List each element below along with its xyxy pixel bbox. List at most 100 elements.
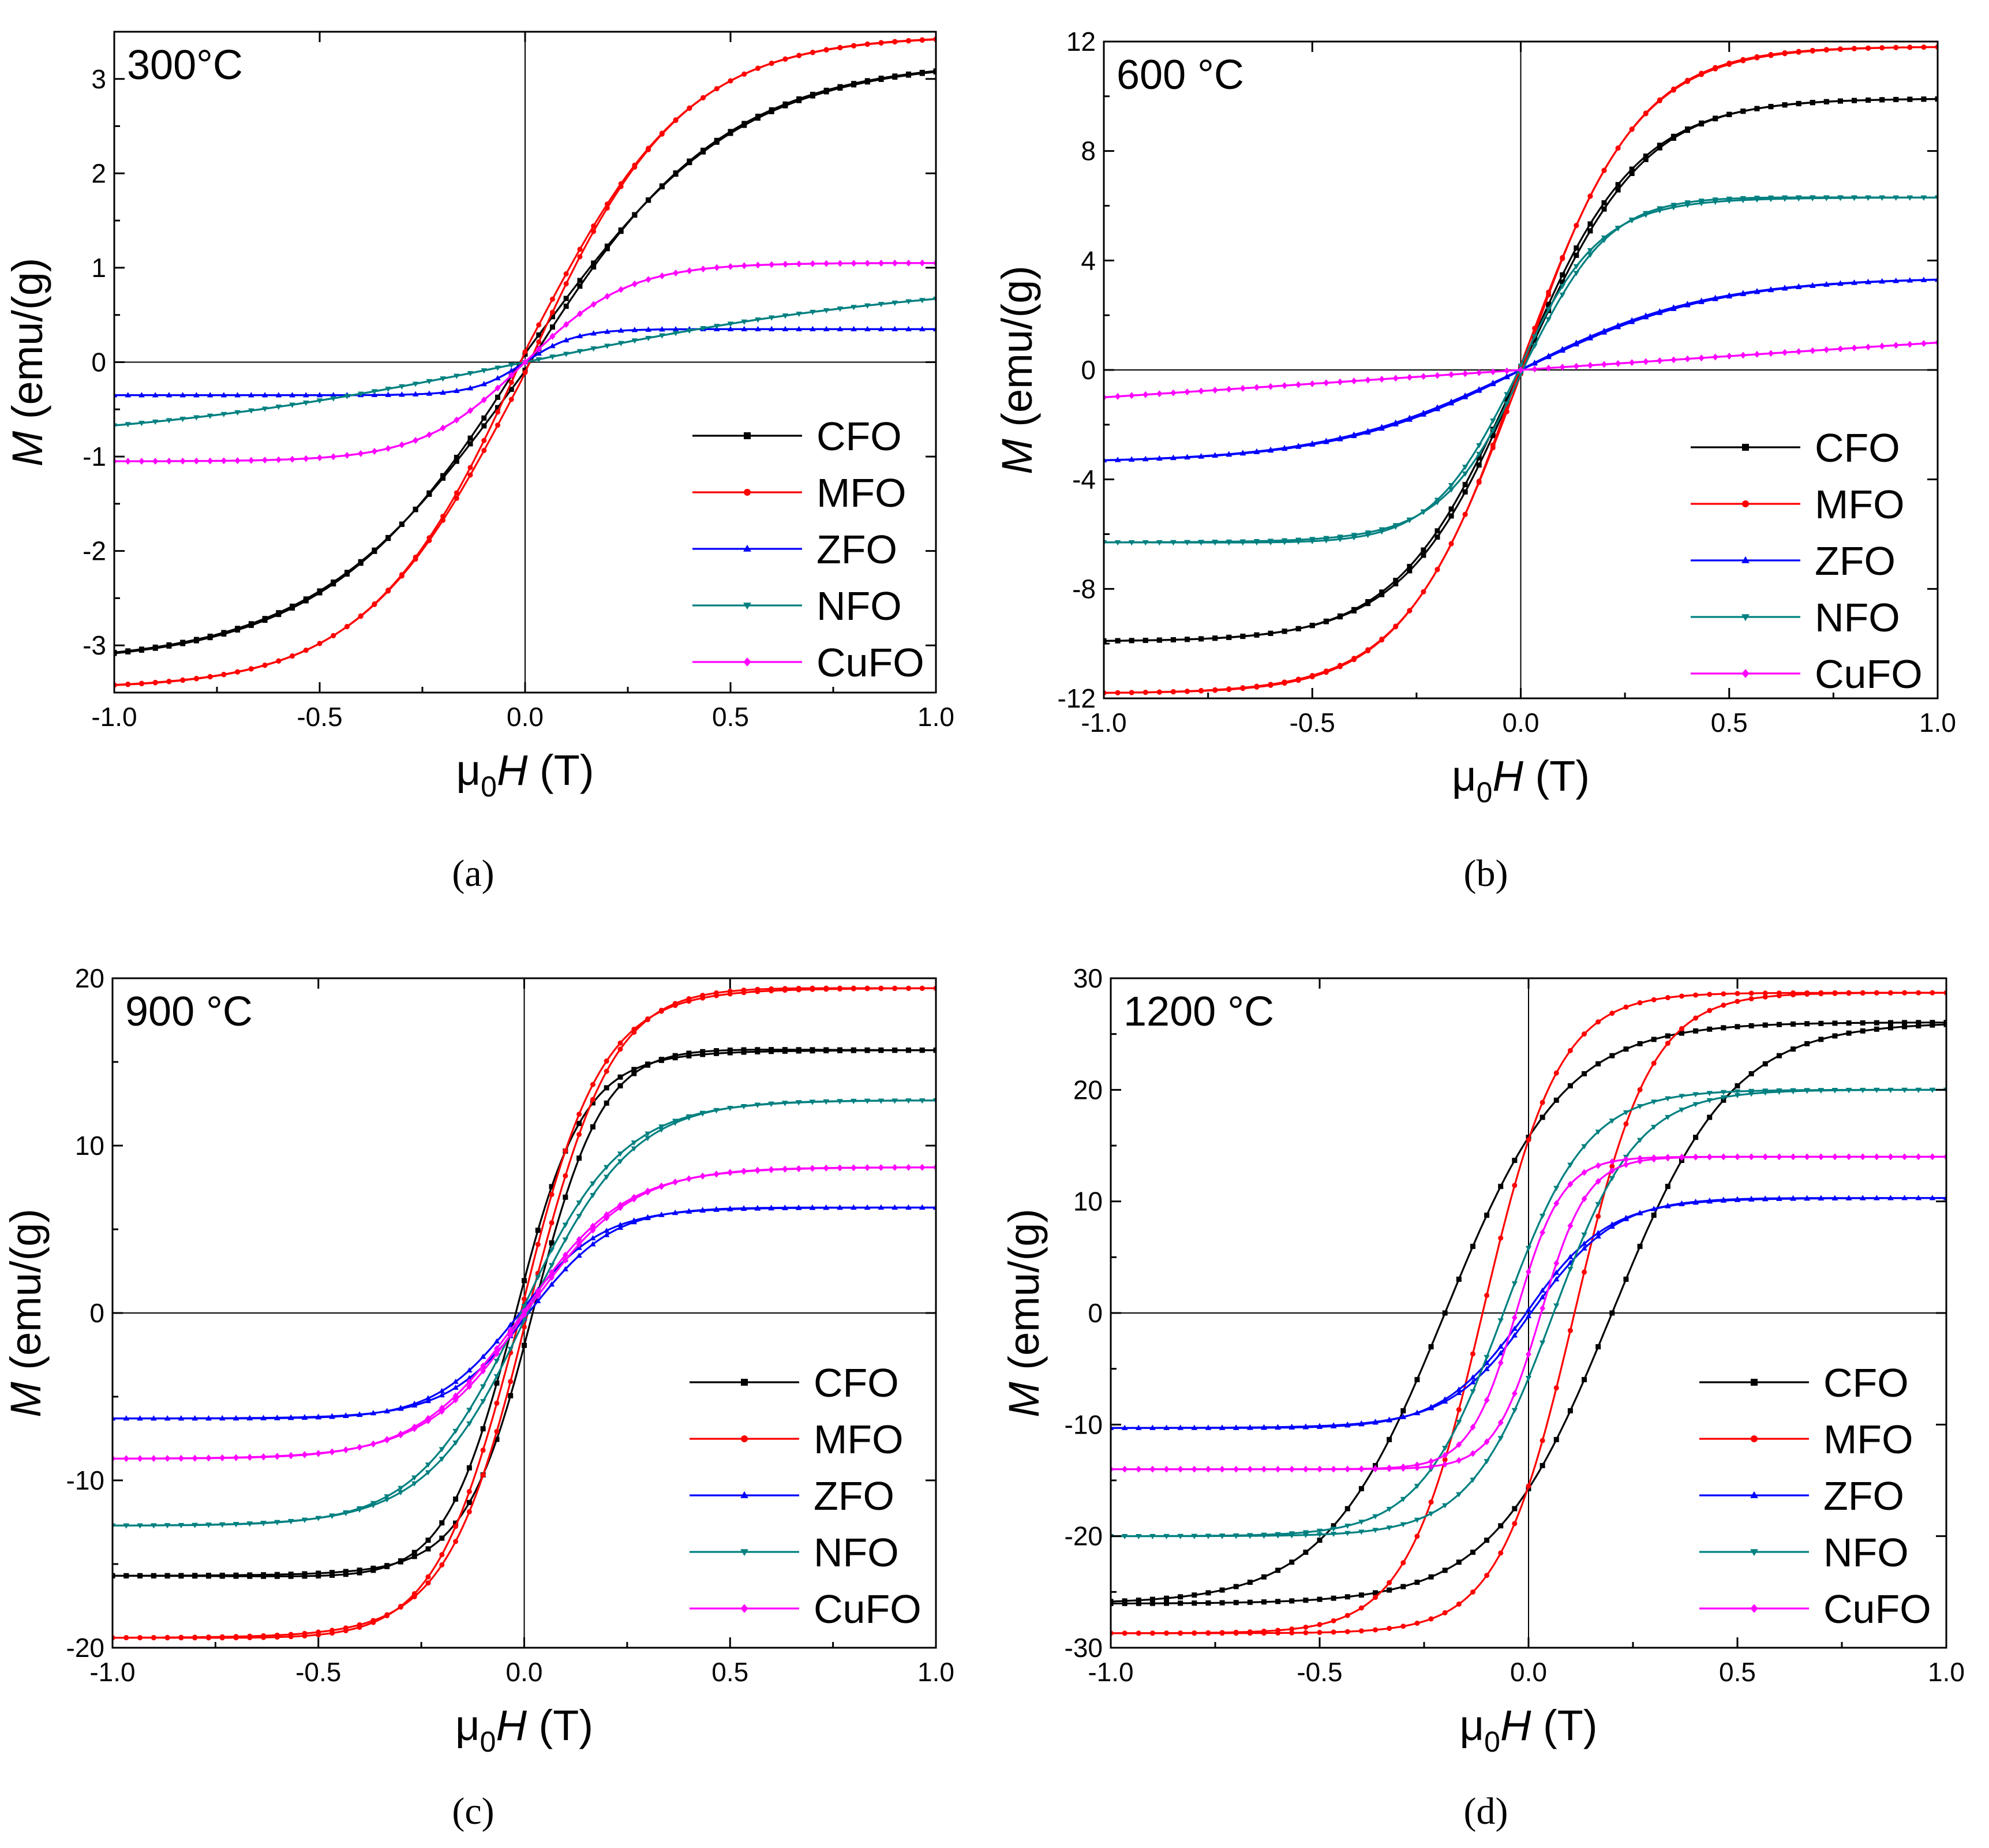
data-point-cufo bbox=[1623, 1156, 1629, 1163]
data-point-cfo bbox=[1818, 1020, 1824, 1026]
data-point-nfo bbox=[1128, 540, 1135, 546]
data-point-mfo bbox=[755, 986, 761, 992]
data-point-mfo bbox=[1532, 326, 1538, 331]
data-point-nfo bbox=[123, 1523, 129, 1529]
data-point-mfo bbox=[617, 1040, 623, 1046]
data-point-mfo bbox=[905, 985, 911, 991]
data-point-mfo bbox=[1754, 54, 1760, 59]
data-point-cfo bbox=[125, 649, 131, 654]
data-point-nfo bbox=[1414, 1484, 1421, 1490]
data-point-cfo bbox=[1637, 1041, 1643, 1046]
data-point-cfo bbox=[398, 1559, 403, 1565]
data-point-zfo bbox=[1379, 425, 1385, 431]
data-point-cfo bbox=[1476, 462, 1482, 468]
data-point-cfo bbox=[1289, 1559, 1295, 1565]
data-point-zfo bbox=[851, 326, 857, 331]
data-point-mfo bbox=[1539, 1438, 1545, 1443]
data-point-cufo bbox=[1470, 1423, 1476, 1431]
data-point-mfo bbox=[1143, 690, 1148, 695]
data-point-cufo bbox=[1539, 1305, 1546, 1312]
data-point-nfo bbox=[878, 302, 885, 308]
data-point-cufo bbox=[549, 1269, 555, 1276]
y-tick-label: 12 bbox=[1066, 27, 1096, 57]
data-point-zfo bbox=[823, 326, 830, 331]
data-point-mfo bbox=[713, 990, 719, 996]
data-point-cufo bbox=[1553, 1200, 1560, 1207]
data-point-zfo bbox=[1665, 1202, 1671, 1208]
data-point-nfo bbox=[1706, 1091, 1713, 1097]
data-point-nfo bbox=[1184, 540, 1190, 545]
data-point-cfo bbox=[302, 1571, 308, 1577]
data-point-cfo bbox=[851, 82, 857, 88]
data-point-cfo bbox=[1916, 1020, 1921, 1026]
data-point-cfo bbox=[1804, 1021, 1810, 1027]
data-point-nfo bbox=[493, 1374, 500, 1380]
data-point-cfo bbox=[1748, 1071, 1754, 1076]
data-point-cfo bbox=[590, 1100, 595, 1106]
data-point-mfo bbox=[1693, 1015, 1699, 1021]
data-point-cufo bbox=[1414, 1464, 1420, 1471]
data-point-nfo bbox=[1462, 472, 1469, 477]
data-point-zfo bbox=[205, 1415, 212, 1420]
data-point-mfo bbox=[1762, 994, 1768, 1000]
y-tick-label: -1 bbox=[83, 442, 106, 472]
data-point-cufo bbox=[275, 456, 282, 463]
data-point-mfo bbox=[398, 1604, 403, 1610]
data-point-cfo bbox=[138, 648, 144, 653]
data-point-nfo bbox=[1776, 1090, 1782, 1095]
data-point-cufo bbox=[1184, 388, 1190, 395]
data-point-mfo bbox=[235, 669, 241, 675]
legend-marker bbox=[740, 1491, 748, 1498]
data-point-mfo bbox=[262, 663, 268, 668]
data-point-cufo bbox=[411, 1425, 418, 1432]
data-point-cufo bbox=[658, 1183, 665, 1190]
data-point-cufo bbox=[193, 457, 200, 465]
data-point-nfo bbox=[1929, 1087, 1936, 1093]
data-point-zfo bbox=[795, 1204, 802, 1210]
data-point-mfo bbox=[1852, 46, 1857, 51]
data-point-mfo bbox=[207, 674, 213, 680]
x-tick-label: -0.5 bbox=[295, 1657, 341, 1687]
data-point-nfo bbox=[1545, 307, 1552, 313]
data-point-mfo bbox=[741, 987, 747, 993]
data-point-mfo bbox=[727, 989, 733, 994]
data-point-nfo bbox=[1748, 1091, 1755, 1097]
x-axis-title-h: H bbox=[1492, 752, 1523, 800]
data-point-cfo bbox=[495, 394, 501, 400]
data-point-zfo bbox=[1831, 1195, 1838, 1200]
data-point-cfo bbox=[604, 1100, 609, 1106]
data-point-cufo bbox=[1901, 1153, 1908, 1161]
panel-temperature-label: 1200 °C bbox=[1123, 989, 1274, 1035]
data-point-zfo bbox=[1567, 1254, 1574, 1259]
data-point-cfo bbox=[480, 1426, 486, 1432]
data-point-mfo bbox=[1442, 1610, 1448, 1615]
data-point-mfo bbox=[1219, 1630, 1225, 1636]
data-point-mfo bbox=[1192, 1630, 1197, 1636]
data-point-zfo bbox=[343, 1412, 349, 1418]
data-point-nfo bbox=[548, 1247, 555, 1253]
legend-marker bbox=[1742, 444, 1749, 451]
data-point-zfo bbox=[1386, 1416, 1392, 1422]
data-point-cfo bbox=[1657, 145, 1662, 151]
data-point-cufo bbox=[1920, 340, 1927, 347]
data-point-mfo bbox=[1164, 1630, 1170, 1636]
data-point-nfo bbox=[1865, 195, 1871, 201]
data-point-cufo bbox=[1595, 1162, 1601, 1169]
y-tick-label: 10 bbox=[75, 1131, 104, 1161]
data-point-nfo bbox=[755, 317, 761, 323]
data-point-zfo bbox=[1698, 298, 1705, 304]
data-point-cufo bbox=[1268, 383, 1273, 390]
data-point-nfo bbox=[1628, 218, 1635, 223]
data-point-cfo bbox=[1762, 1022, 1768, 1028]
data-point-cfo bbox=[494, 1436, 500, 1442]
x-tick-label: 1.0 bbox=[1919, 708, 1956, 738]
data-point-nfo bbox=[1302, 1530, 1309, 1536]
data-point-mfo bbox=[1623, 1121, 1629, 1127]
data-point-cfo bbox=[1331, 1523, 1336, 1529]
data-point-cfo bbox=[1233, 1584, 1239, 1589]
data-point-mfo bbox=[700, 993, 706, 998]
data-point-nfo bbox=[1684, 200, 1691, 206]
data-point-mfo bbox=[274, 1632, 280, 1638]
data-point-cufo bbox=[837, 260, 843, 267]
